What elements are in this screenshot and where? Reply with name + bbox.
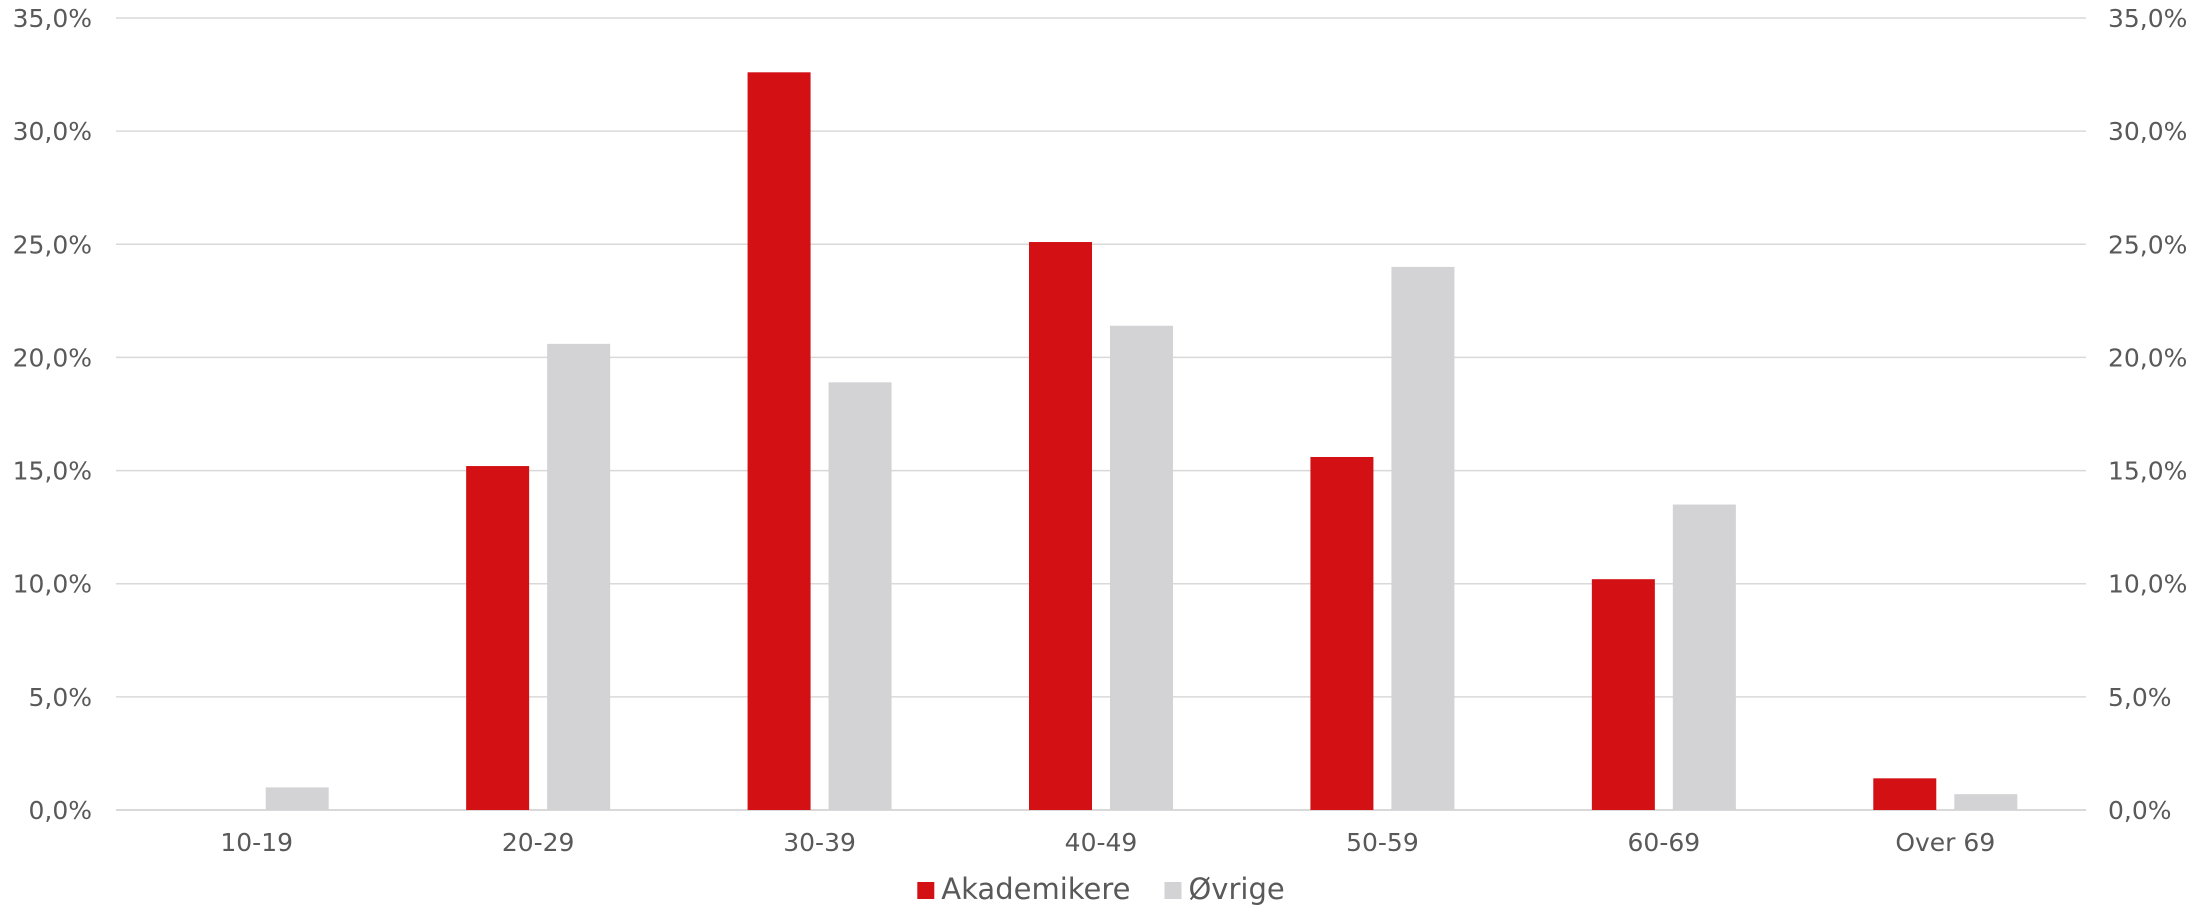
bar-akademikere-60-69 (1591, 579, 1655, 810)
x-tick-label: 40-49 (1065, 828, 1138, 857)
bar-ovrige-40-49 (1110, 325, 1173, 810)
x-tick-label: 30-39 (783, 828, 856, 857)
right-y-tick-label: 5,0% (2108, 683, 2172, 712)
bar-ovrige-50-59 (1391, 266, 1455, 810)
left-y-tick-label: 35,0% (13, 4, 92, 33)
legend-label: Akademikere (941, 872, 1130, 906)
left-y-tick-label: 25,0% (13, 230, 92, 259)
bar-ovrige-10-19 (265, 787, 329, 810)
legend: Akademikere Øvrige (917, 872, 1285, 906)
legend-label: Øvrige (1188, 872, 1284, 906)
right-y-tick-label: 35,0% (2108, 4, 2187, 33)
legend-item-ovrige: Øvrige (1164, 872, 1285, 906)
right-y-tick-label: 20,0% (2108, 343, 2187, 372)
bar-akademikere-20-29 (466, 466, 530, 810)
bar-ovrige-60-69 (1672, 504, 1736, 810)
left-y-tick-label: 5,0% (28, 683, 92, 712)
left-y-tick-label: 15,0% (13, 457, 92, 486)
x-tick-label: 60-69 (1628, 828, 1701, 857)
left-y-tick-label: 20,0% (13, 343, 92, 372)
left-y-tick-label: 0,0% (28, 796, 92, 825)
bar-ovrige-20-29 (547, 343, 611, 810)
bar-ovrige-30-39 (828, 382, 892, 810)
right-y-tick-label: 30,0% (2108, 117, 2187, 146)
bar-akademikere-40-49 (1029, 242, 1092, 811)
right-y-tick-label: 25,0% (2108, 230, 2187, 259)
left-y-tick-label: 10,0% (13, 570, 92, 599)
bar-akademikere-over-69 (1873, 778, 1937, 810)
legend-item-akademikere: Akademikere (917, 872, 1130, 906)
legend-swatch (1164, 882, 1182, 899)
x-tick-label: 50-59 (1346, 828, 1419, 857)
right-y-tick-label: 15,0% (2108, 457, 2187, 486)
legend-swatch (917, 882, 935, 899)
left-y-tick-label: 30,0% (13, 117, 92, 146)
right-y-tick-label: 0,0% (2108, 796, 2172, 825)
right-y-axis: 0,0% 5,0% 10,0% 15,0% 20,0% 25,0% 30,0% 35,0% (2108, 4, 2187, 825)
x-tick-label: 20-29 (502, 828, 575, 857)
left-y-axis: 0,0% 5,0% 10,0% 15,0% 20,0% 25,0% 30,0% 35,0% (13, 4, 92, 825)
right-y-tick-label: 10,0% (2108, 570, 2187, 599)
x-tick-label: Over 69 (1895, 828, 1995, 857)
bars (265, 72, 2018, 811)
gridlines (116, 17, 2086, 811)
x-axis: 10-19 20-29 30-39 40-49 50-59 60-69 Over 69 (220, 828, 1995, 857)
bar-akademikere-50-59 (1310, 456, 1374, 810)
bar-ovrige-over-69 (1954, 794, 2018, 810)
x-tick-label: 10-19 (220, 828, 293, 857)
bar-akademikere-30-39 (747, 72, 811, 810)
